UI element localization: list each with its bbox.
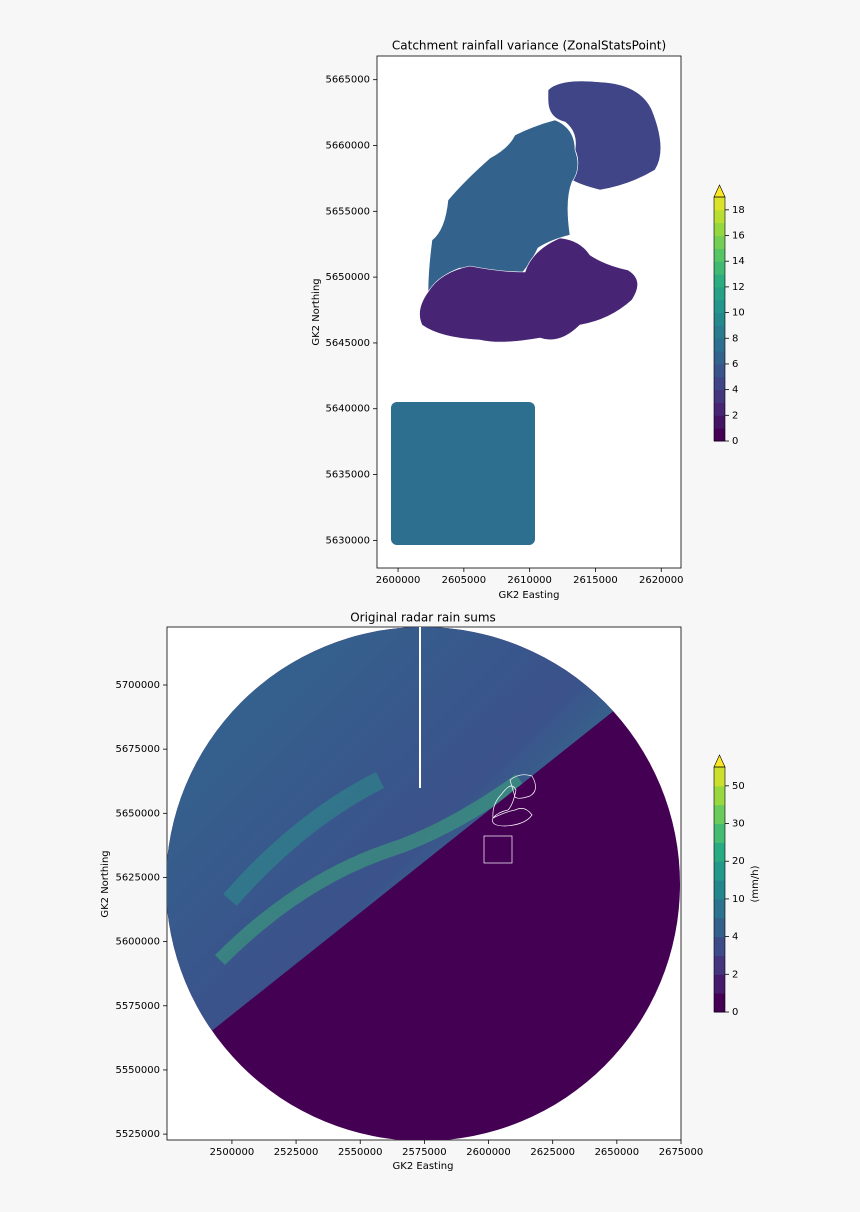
colorbar-segment xyxy=(714,222,725,237)
colorbar-segment xyxy=(714,898,725,919)
colorbar-tick-label: 16 xyxy=(732,231,745,242)
x-tick-label: 2600000 xyxy=(376,575,421,586)
catchment xyxy=(547,80,662,191)
colorbar-segment xyxy=(714,209,725,224)
colorbar-tick-label: 12 xyxy=(732,282,745,293)
colorbar-segment xyxy=(714,415,725,429)
colorbar-tick-label: 30 xyxy=(732,819,745,830)
colorbar-segment xyxy=(714,842,725,862)
colorbar-segment xyxy=(714,936,725,956)
x-tick-label: 2675000 xyxy=(659,1147,704,1158)
colorbar-tick-label: 2 xyxy=(732,969,738,980)
radar-image xyxy=(167,627,680,1140)
colorbar-segment xyxy=(714,804,725,825)
y-tick-label: 5675000 xyxy=(115,744,160,755)
x-tick-label: 2650000 xyxy=(595,1147,640,1158)
x-tick-label: 2525000 xyxy=(274,1147,319,1158)
x-axis-label: GK2 Easting xyxy=(393,1161,454,1172)
colorbar-tick-label: 0 xyxy=(732,436,738,447)
colorbar-segment xyxy=(714,993,725,1013)
colorbar-tick-label: 50 xyxy=(732,781,745,792)
colorbar-frame xyxy=(713,766,726,1013)
colorbar-extend xyxy=(713,184,726,198)
y-tick-label: 5625000 xyxy=(115,872,160,883)
colorbar-tick-label: 4 xyxy=(732,932,738,943)
colorbar-segment xyxy=(714,917,725,938)
x-tick-label: 2610000 xyxy=(507,575,552,586)
colorbar-segment xyxy=(714,197,725,211)
colorbar-tick-label: 18 xyxy=(732,205,745,216)
y-tick-label: 5575000 xyxy=(115,1001,160,1012)
y-axis-label: GK2 Northing xyxy=(100,850,111,917)
colorbar-tick-label: 0 xyxy=(732,1007,738,1018)
colorbar-segment xyxy=(714,363,725,378)
y-tick-label: 5650000 xyxy=(115,808,160,819)
colorbar-segment xyxy=(714,351,725,365)
colorbar-segment xyxy=(714,248,725,262)
colorbar-tick-label: 2 xyxy=(732,410,738,421)
chart-title: Catchment rainfall variance (ZonalStatsP… xyxy=(392,39,666,53)
colorbar-tick-label: 20 xyxy=(732,856,745,867)
colorbar-segment xyxy=(714,767,725,787)
y-tick-label: 5630000 xyxy=(325,535,370,546)
y-tick-label: 5600000 xyxy=(115,937,160,948)
colorbar-extend xyxy=(713,754,726,768)
colorbar-tick-label: 6 xyxy=(732,359,738,370)
y-tick-label: 5645000 xyxy=(325,338,370,349)
y-tick-label: 5660000 xyxy=(325,141,370,152)
colorbar-label: (mm/h) xyxy=(750,865,761,902)
y-axis-label: GK2 Northing xyxy=(311,278,322,345)
colorbar-segment xyxy=(714,325,725,339)
y-tick-label: 5550000 xyxy=(115,1065,160,1076)
colorbar-segment xyxy=(714,402,725,416)
y-tick-label: 5700000 xyxy=(115,680,160,691)
x-tick-label: 2600000 xyxy=(466,1147,511,1158)
x-tick-label: 2500000 xyxy=(210,1147,255,1158)
x-tick-label: 2615000 xyxy=(573,575,618,586)
x-tick-label: 2625000 xyxy=(530,1147,575,1158)
colorbar-frame xyxy=(713,196,726,442)
colorbar-segment xyxy=(714,974,725,994)
colorbar-segment xyxy=(714,235,725,249)
x-tick-label: 2550000 xyxy=(338,1147,383,1158)
colorbar-tick-label: 8 xyxy=(732,333,738,344)
y-tick-label: 5650000 xyxy=(325,272,370,283)
colorbar-segment xyxy=(714,389,725,403)
colorbar-segment xyxy=(714,312,725,326)
colorbar-segment xyxy=(714,338,725,352)
colorbar-segment xyxy=(714,428,725,442)
colorbar-segment xyxy=(714,261,725,275)
x-tick-label: 2605000 xyxy=(442,575,487,586)
x-tick-label: 2575000 xyxy=(402,1147,447,1158)
colorbar-tick-label: 10 xyxy=(732,308,745,319)
y-tick-label: 5665000 xyxy=(325,75,370,86)
x-tick-label: 2620000 xyxy=(639,575,684,586)
chart-title: Original radar rain sums xyxy=(350,611,496,625)
y-tick-label: 5635000 xyxy=(325,470,370,481)
colorbar-tick-label: 4 xyxy=(732,385,738,396)
catchment xyxy=(419,237,638,343)
colorbar-segment xyxy=(714,823,725,843)
y-tick-label: 5525000 xyxy=(115,1129,160,1140)
catchment xyxy=(391,402,535,545)
colorbar-tick-label: 14 xyxy=(732,256,745,267)
colorbar-segment xyxy=(714,299,725,314)
y-tick-label: 5655000 xyxy=(325,206,370,217)
colorbar-segment xyxy=(714,376,725,391)
colorbar-tick-label: 10 xyxy=(732,894,745,905)
y-tick-label: 5640000 xyxy=(325,404,370,415)
colorbar-segment xyxy=(714,785,725,806)
colorbar-segment xyxy=(714,880,725,900)
colorbar-segment xyxy=(714,274,725,288)
colorbar-segment xyxy=(714,861,725,881)
x-axis-label: GK2 Easting xyxy=(499,590,560,601)
colorbar-segment xyxy=(714,286,725,301)
colorbar-segment xyxy=(714,955,725,975)
